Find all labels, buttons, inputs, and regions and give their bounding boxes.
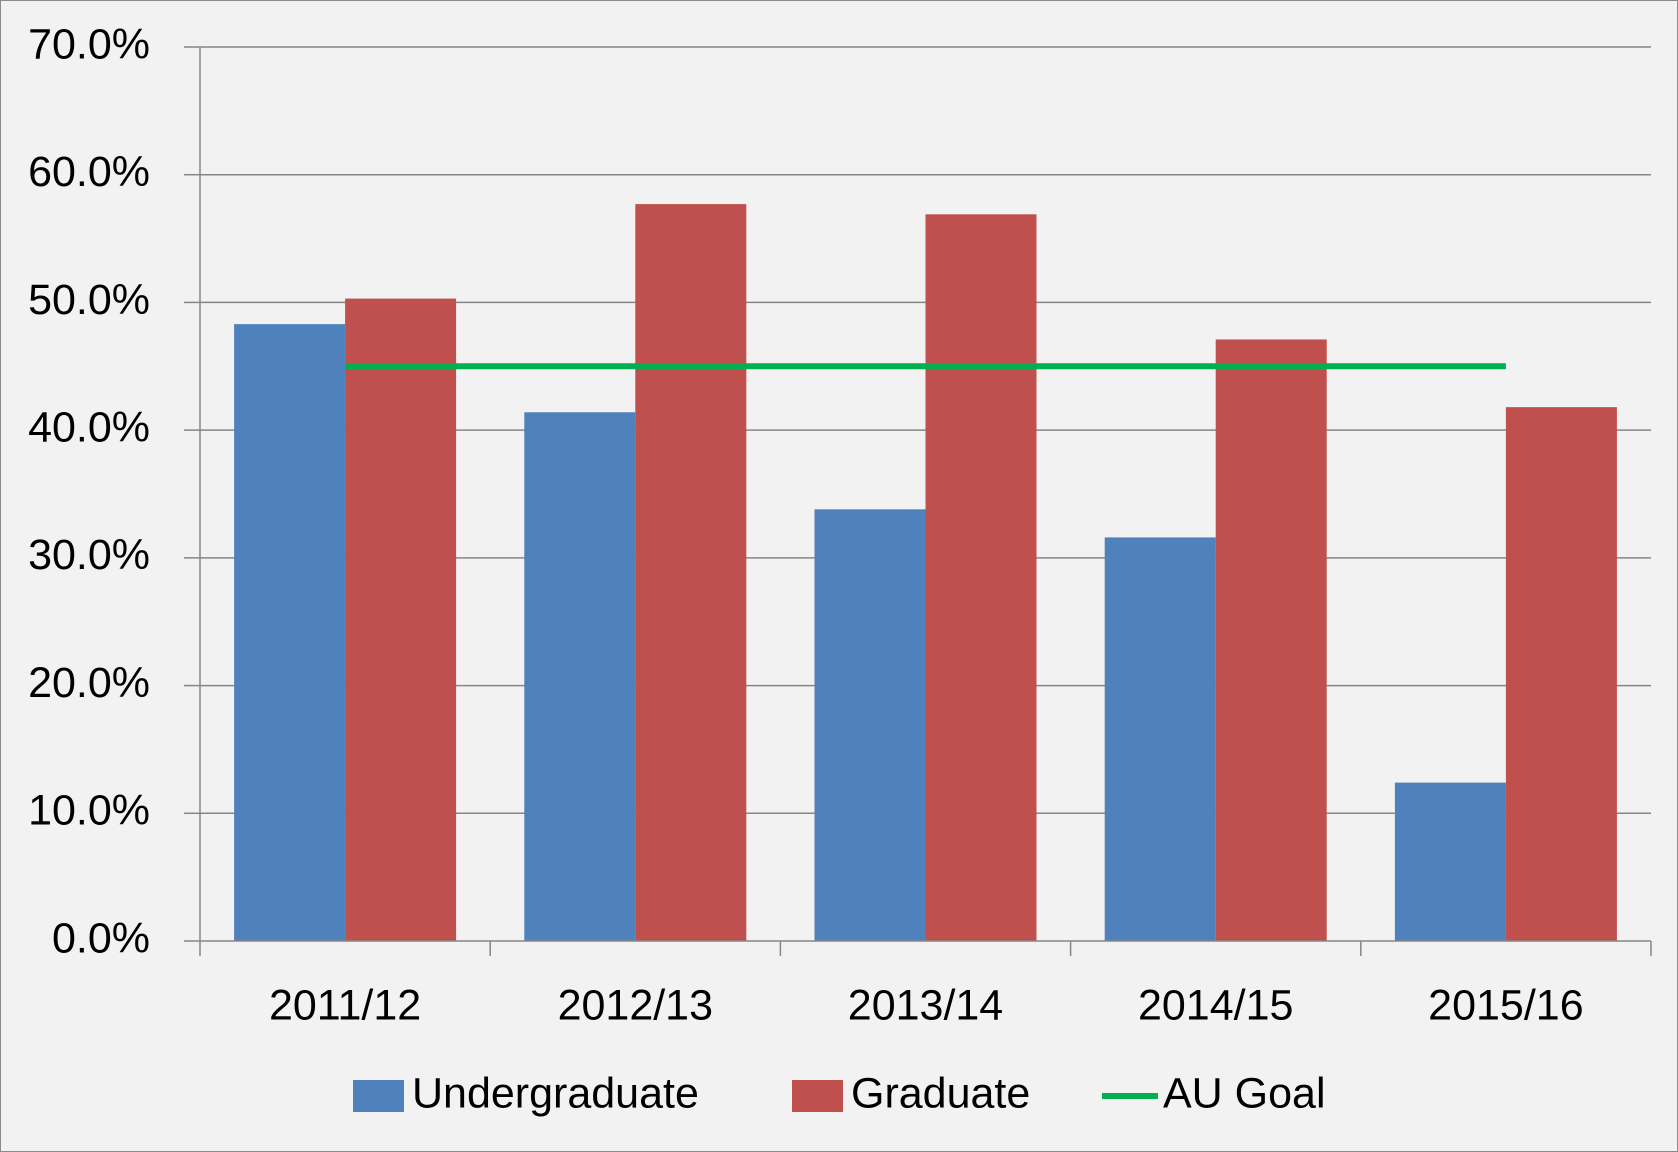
y-tick-label: 60.0% [28,148,150,196]
bar [1394,782,1506,941]
bar [1104,537,1216,941]
bar [1215,339,1327,942]
x-tick-label: 2011/12 [269,981,421,1029]
legend-label: Graduate [851,1069,1030,1117]
bar [234,324,346,941]
y-tick-label: 10.0% [28,787,150,835]
bar [925,214,1037,941]
bar [524,412,636,942]
bar [345,298,457,941]
x-tick-label: 2012/13 [558,981,713,1029]
x-tick-label: 2013/14 [848,981,1003,1029]
bar [635,204,747,942]
y-tick-label: 20.0% [28,659,150,707]
x-tick-label: 2015/16 [1428,981,1583,1029]
legend-swatch [792,1080,843,1112]
y-tick-label: 40.0% [28,404,150,452]
y-tick-label: 0.0% [52,914,150,962]
bar [1505,407,1617,941]
x-tick-label: 2014/15 [1138,981,1293,1029]
legend-swatch [353,1080,404,1112]
y-tick-label: 30.0% [28,531,150,579]
legend-label: AU Goal [1163,1069,1326,1117]
bar [814,509,926,941]
y-tick-label: 50.0% [28,276,150,324]
y-tick-label: 70.0% [28,20,150,68]
legend-label: Undergraduate [412,1069,699,1117]
